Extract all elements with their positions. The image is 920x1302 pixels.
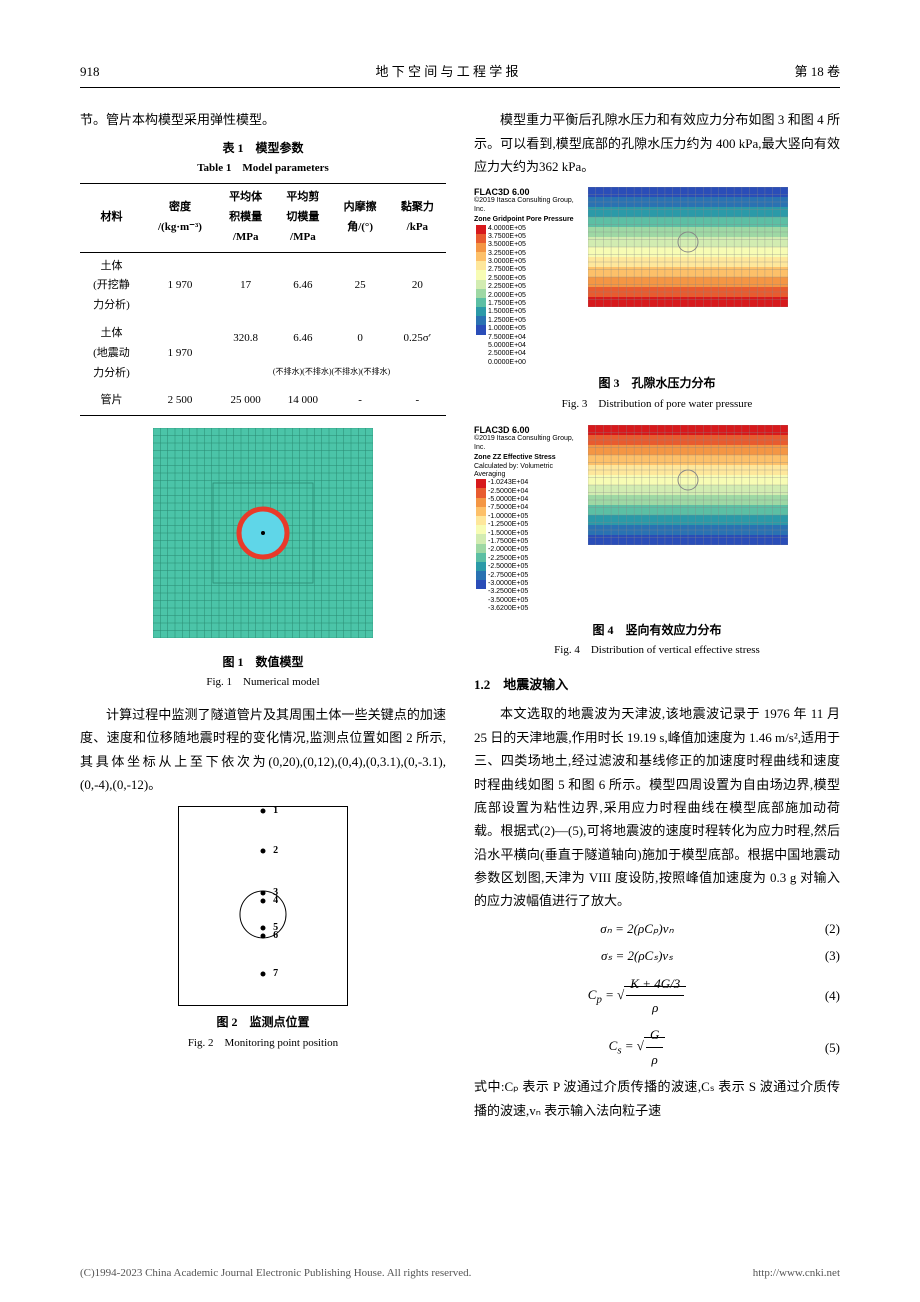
fig2: 1234567 (80, 806, 446, 1006)
eq3-num: (3) (800, 944, 840, 967)
footer-copyright: (C)1994-2023 China Academic Journal Elec… (80, 1264, 471, 1284)
fig3-caption-cn: 图 3 孔隙水压力分布 (474, 373, 840, 395)
td: 2 500 (143, 387, 217, 415)
left-column: 节。管片本构模型采用弹性模型。 表 1 模型参数 Table 1 Model p… (80, 108, 446, 1126)
journal-title: 地 下 空 间 与 工 程 学 报 (375, 60, 518, 83)
td: 土体 (地震动 力分析) (80, 320, 143, 387)
td: 土体 (开挖静 力分析) (80, 252, 143, 320)
td: 320.8 (217, 320, 274, 357)
flac-sub: ©2019 Itasca Consulting Group, Inc. (474, 197, 584, 214)
fig1 (80, 428, 446, 645)
eq5-den: ρ (646, 1048, 663, 1071)
td: - (389, 387, 446, 415)
fig1-caption-en: Fig. 1 Numerical model (80, 673, 446, 693)
table1-title-en: Table 1 Model parameters (80, 159, 446, 179)
fig1-caption-cn: 图 1 数值模型 (80, 652, 446, 674)
th-density: 密度 /(kg·m⁻³) (143, 184, 217, 252)
eq3-body: σₛ = 2(ρCₛ)vₛ (474, 944, 800, 967)
legend-title: Zone Gridpoint Pore Pressure (474, 216, 584, 224)
th-bulk: 平均体 积模量 /MPa (217, 184, 274, 252)
eq4: Cp = √K + 4G/3ρ (4) (474, 972, 840, 1020)
fig3: FLAC3D 6.00 ©2019 Itasca Consulting Grou… (474, 187, 840, 368)
th-cohesion: 黏聚力 /kPa (389, 184, 446, 252)
td: - (331, 387, 388, 415)
table1-title-cn: 表 1 模型参数 (80, 138, 446, 160)
td: 6.46 (274, 252, 331, 320)
legend-title: Zone ZZ Effective Stress (474, 454, 584, 462)
td: 0 (331, 320, 388, 357)
td: 25 000 (217, 387, 274, 415)
th-material: 材料 (80, 184, 143, 252)
fig2-caption-cn: 图 2 监测点位置 (80, 1012, 446, 1034)
para-seismic: 本文选取的地震波为天津波,该地震波记录于 1976 年 11 月 25 日的天津… (474, 702, 840, 913)
td: 6.46 (274, 320, 331, 357)
fig3-caption-en: Fig. 3 Distribution of pore water pressu… (474, 395, 840, 415)
footer-url: http://www.cnki.net (753, 1264, 840, 1284)
eq4-num: K + 4G/3 (626, 972, 684, 996)
eq5: Cs = √Gρ (5) (474, 1023, 840, 1071)
td: 1 970 (143, 320, 217, 387)
fig4-caption-en: Fig. 4 Distribution of vertical effectiv… (474, 641, 840, 661)
fig2-caption-en: Fig. 2 Monitoring point position (80, 1034, 446, 1054)
eq2: σₙ = 2(ρCₚ)vₙ (2) (474, 917, 840, 940)
flac-title: FLAC3D 6.00 (474, 187, 584, 198)
page-number: 918 (80, 60, 100, 83)
para-equilibrium: 模型重力平衡后孔隙水压力和有效应力分布如图 3 和图 4 所示。可以看到,模型底… (474, 108, 840, 178)
th-shear: 平均剪 切模量 /MPa (274, 184, 331, 252)
td: 1 970 (143, 252, 217, 320)
section-1-2: 1.2 地震波输入 (474, 673, 840, 696)
fig3-contour (588, 187, 788, 307)
intro-sentence: 节。管片本构模型采用弹性模型。 (80, 108, 446, 131)
page-footer: (C)1994-2023 China Academic Journal Elec… (0, 1264, 920, 1284)
para-monitoring: 计算过程中监测了隧道管片及其周围土体一些关键点的加速度、速度和位移随地震时程的变… (80, 703, 446, 797)
th-friction: 内摩擦 角/(°) (331, 184, 388, 252)
eq4-number: (4) (800, 984, 840, 1007)
table1: 材料 密度 /(kg·m⁻³) 平均体 积模量 /MPa 平均剪 切模量 /MP… (80, 183, 446, 416)
td: 20 (389, 252, 446, 320)
right-column: 模型重力平衡后孔隙水压力和有效应力分布如图 3 和图 4 所示。可以看到,模型底… (474, 108, 840, 1126)
eq3: σₛ = 2(ρCₛ)vₛ (3) (474, 944, 840, 967)
td: 0.25σ′ (389, 320, 446, 357)
page-header: 918 地 下 空 间 与 工 程 学 报 第 18 卷 (80, 60, 840, 88)
issue-label: 第 18 卷 (794, 60, 840, 83)
td: 管片 (80, 387, 143, 415)
eq5-number: (5) (800, 1036, 840, 1059)
fig4-contour (588, 425, 788, 545)
td-note: (不排水)(不排水)(不排水)(不排水) (217, 357, 446, 387)
td: 14 000 (274, 387, 331, 415)
flac-title: FLAC3D 6.00 (474, 425, 584, 436)
para-where: 式中:Cₚ 表示 P 波通过介质传播的波速,Cₛ 表示 S 波通过介质传播的波速… (474, 1075, 840, 1122)
fig4-caption-cn: 图 4 竖向有效应力分布 (474, 620, 840, 642)
legend-sub: Calculated by: Volumetric Averaging (474, 463, 584, 480)
flac-sub: ©2019 Itasca Consulting Group, Inc. (474, 435, 584, 452)
td: 17 (217, 252, 274, 320)
td: 25 (331, 252, 388, 320)
fig4: FLAC3D 6.00 ©2019 Itasca Consulting Grou… (474, 425, 840, 614)
eq2-num: (2) (800, 917, 840, 940)
eq4-den: ρ (626, 996, 684, 1019)
eq5-num: G (646, 1023, 663, 1047)
eq2-body: σₙ = 2(ρCₚ)vₙ (474, 917, 800, 940)
